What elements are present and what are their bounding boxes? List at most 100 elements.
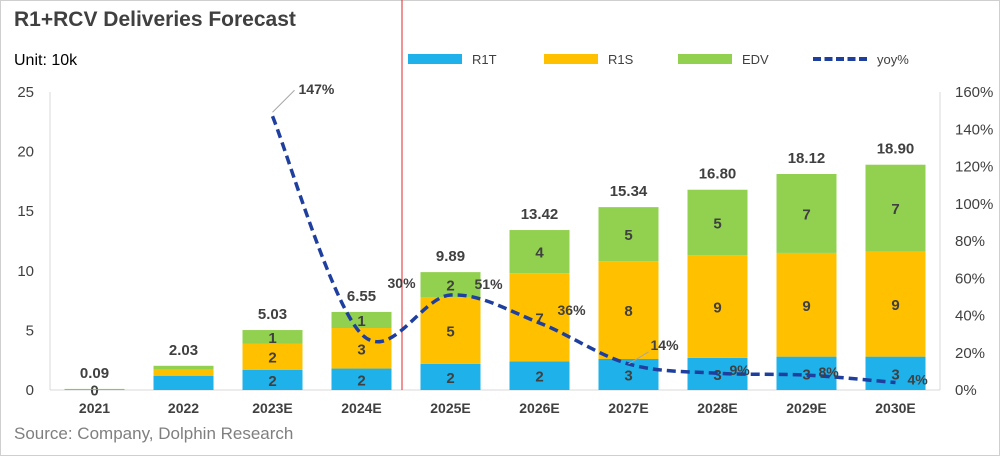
legend-label-edv: EDV	[742, 51, 769, 67]
legend: R1T R1S EDV yoy%	[408, 50, 968, 68]
bar-segment-edv	[598, 207, 659, 262]
bar-segment-label: 2	[446, 370, 454, 387]
bar-segment-label: 9	[713, 300, 721, 317]
bar-segment-label: 5	[713, 216, 721, 233]
y-right-tick-label: 20%	[955, 345, 985, 362]
bar-total-label: 6.55	[347, 288, 376, 305]
bar-segment-edv	[242, 330, 303, 344]
yoy-data-label: 30%	[388, 275, 417, 291]
y-left-tick-label: 20	[17, 144, 34, 161]
y-right-tick-label: 60%	[955, 270, 985, 287]
y-right-tick-label: 140%	[955, 121, 993, 138]
y-right-tick-label: 120%	[955, 159, 993, 176]
bar-segment-edv	[509, 230, 570, 274]
legend-line-yoy	[813, 57, 867, 61]
bar-segment-label: 5	[446, 323, 454, 340]
x-tick-label: 2022	[168, 400, 199, 416]
bar-segment-edv	[153, 365, 214, 370]
bar-segment-label: 7	[535, 310, 543, 327]
bar-segment-edv	[420, 272, 481, 298]
legend-label-r1s: R1S	[608, 51, 634, 67]
y-left-tick-label: 10	[17, 263, 34, 280]
bar-total-label: 18.90	[877, 141, 915, 158]
unit-label: Unit: 10k	[14, 52, 78, 69]
bar-segment-label: 3	[357, 341, 365, 358]
bar-segment-label: 3	[624, 368, 632, 385]
y-left-tick-label: 0	[26, 382, 34, 399]
x-tick-label: 2023E	[252, 400, 292, 416]
legend-item-edv: EDV	[678, 50, 769, 68]
bar-total-label: 16.80	[699, 166, 737, 183]
yoy-data-label: 8%	[819, 364, 840, 380]
bar-segment-r1s	[420, 297, 481, 364]
bar-segment-r1t	[509, 361, 570, 390]
yoy-data-label: 36%	[558, 302, 587, 318]
bar-segment-label: 5	[624, 227, 632, 244]
bar-segment-label: 3	[891, 366, 899, 383]
bar-segment-edv	[776, 174, 837, 253]
bar-segment-label: 9	[802, 298, 810, 315]
x-tick-label: 2026E	[519, 400, 559, 416]
y-right-tick-label: 40%	[955, 308, 985, 325]
bar-segment-edv	[865, 164, 926, 252]
yoy-data-label: 4%	[908, 372, 929, 388]
bar-segment-label: 0	[90, 383, 98, 400]
x-tick-label: 2028E	[697, 400, 737, 416]
y-left-tick-label: 5	[26, 322, 34, 339]
bar-segment-label: 2	[268, 373, 276, 390]
bar-segment-label: 9	[891, 297, 899, 314]
bar-total-label: 0.09	[80, 365, 109, 382]
legend-item-yoy: yoy%	[813, 50, 909, 68]
y-right-tick-label: 100%	[955, 196, 993, 213]
bar-segment-label: 3	[802, 366, 810, 383]
bar-segment-label: 2	[268, 350, 276, 367]
bar-segment-r1s	[153, 369, 214, 376]
bar-segment-label: 2	[535, 369, 543, 386]
bar-segment-label: 8	[624, 303, 632, 320]
x-tick-label: 2021	[79, 400, 110, 416]
bar-segment-label: 1	[268, 330, 276, 347]
bar-segment-r1t	[153, 375, 214, 390]
bar-segment-r1t	[242, 369, 303, 390]
bar-total-label: 18.12	[788, 150, 826, 167]
bar-segment-edv	[687, 189, 748, 256]
chart-title: R1+RCV Deliveries Forecast	[14, 8, 296, 31]
bar-segment-r1s	[331, 328, 392, 369]
bar-segment-r1t	[331, 368, 392, 390]
yoy-data-label: 9%	[730, 362, 751, 378]
bar-segment-r1s	[598, 261, 659, 360]
legend-item-r1s: R1S	[544, 50, 633, 68]
yoy-data-label: 51%	[475, 276, 504, 292]
bar-segment-label: 7	[891, 201, 899, 218]
yoy-label-leader	[628, 351, 649, 365]
x-tick-label: 2024E	[341, 400, 381, 416]
y-right-tick-label: 160%	[955, 84, 993, 101]
bar-segment-label: 2	[357, 372, 365, 389]
legend-item-r1t: R1T	[408, 50, 497, 68]
bar-segment-r1s	[242, 343, 303, 370]
bar-segment-label: 3	[713, 367, 721, 384]
bar-total-label: 5.03	[258, 306, 287, 323]
bar-segment-label: 7	[802, 206, 810, 223]
bar-segment-r1t	[865, 356, 926, 390]
x-tick-label: 2030E	[875, 400, 915, 416]
y-left-tick-label: 25	[17, 84, 34, 101]
bar-segment-r1s	[776, 252, 837, 357]
legend-swatch-edv	[678, 54, 732, 64]
yoy-data-label: 147%	[299, 81, 335, 97]
x-tick-label: 2025E	[430, 400, 470, 416]
legend-label-yoy: yoy%	[877, 51, 909, 67]
bar-segment-r1s	[687, 255, 748, 358]
yoy-label-leader	[272, 89, 295, 113]
yoy-line	[270, 115, 896, 385]
bar-segment-label: 2	[446, 278, 454, 295]
y-right-tick-label: 0%	[955, 382, 977, 399]
yoy-data-label: 14%	[651, 337, 680, 353]
bar-total-label: 2.03	[169, 342, 198, 359]
legend-label-r1t: R1T	[472, 51, 497, 67]
bar-total-label: 13.42	[521, 206, 559, 223]
bar-segment-edv	[64, 388, 125, 390]
bar-segment-r1s	[865, 251, 926, 357]
legend-swatch-r1t	[408, 54, 462, 64]
